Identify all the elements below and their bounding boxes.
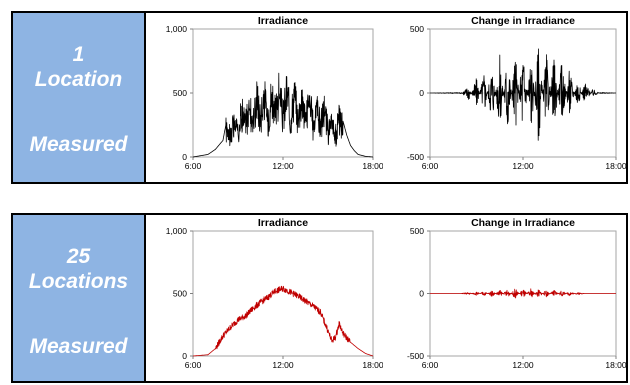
y-tick-label: 1,000 (166, 24, 188, 34)
location-count: 25 (66, 245, 91, 268)
y-tick-label: 500 (173, 88, 187, 98)
x-tick-label: 6:00 (185, 360, 202, 370)
x-tick-label: 18:00 (362, 360, 383, 370)
x-tick-label: 6:00 (185, 161, 202, 171)
y-tick-label: 0 (419, 88, 424, 98)
irradiance-chart: Irradiance 0 500 1,000 6:00 12:00 18:00 (166, 15, 383, 171)
x-tick-label: 6:00 (422, 360, 439, 370)
x-tick-label: 12:00 (512, 360, 534, 370)
twenty-five-locations-row: 25 Locations Measured Irradiance 0 500 1,00… (11, 213, 628, 383)
single-location-row: 1 Location Measured Irradiance 0 500 1,000 6… (11, 11, 628, 184)
chart-title: Irradiance (258, 217, 308, 229)
y-tick-label: 500 (410, 226, 424, 236)
y-tick-label: -500 (407, 152, 424, 162)
chart-title: Change in Irradiance (471, 217, 575, 229)
y-tick-label: 1,000 (166, 226, 188, 236)
chart-title: Change in Irradiance (471, 15, 575, 27)
series-line (429, 288, 617, 299)
plot-area (192, 28, 374, 158)
y-tick-label: 0 (182, 351, 187, 361)
series-line (192, 285, 374, 357)
location-label: Location (34, 68, 123, 91)
x-tick-label: 18:00 (362, 161, 383, 171)
y-tick-label: -500 (407, 351, 424, 361)
y-tick-label: 500 (173, 289, 187, 299)
row-label-panel: 25 Locations Measured (13, 215, 146, 381)
location-count: 1 (72, 43, 85, 66)
y-tick-label: 0 (419, 289, 424, 299)
chart-title: Irradiance (258, 15, 308, 27)
row-label-panel: 1 Location Measured (13, 13, 146, 182)
y-tick-label: 500 (410, 24, 424, 34)
x-tick-label: 12:00 (272, 360, 294, 370)
x-tick-label: 18:00 (605, 360, 626, 370)
change-in-irradiance-chart: Change in Irradiance -500 0 500 6:00 12:00 18:… (407, 15, 626, 171)
measured-label: Measured (29, 335, 128, 358)
irradiance-chart: Irradiance 0 500 1,000 6:00 12:00 18:00 (166, 217, 383, 370)
change-in-irradiance-chart: Change in Irradiance -500 0 500 6:00 12:00 18:… (407, 217, 626, 370)
measured-label: Measured (29, 133, 128, 156)
y-tick-label: 0 (182, 152, 187, 162)
location-label: Locations (28, 270, 129, 293)
x-tick-label: 12:00 (272, 161, 294, 171)
x-tick-label: 6:00 (422, 161, 439, 171)
x-tick-label: 18:00 (605, 161, 626, 171)
series-line (429, 48, 617, 141)
series-line (192, 72, 374, 158)
x-tick-label: 12:00 (512, 161, 534, 171)
